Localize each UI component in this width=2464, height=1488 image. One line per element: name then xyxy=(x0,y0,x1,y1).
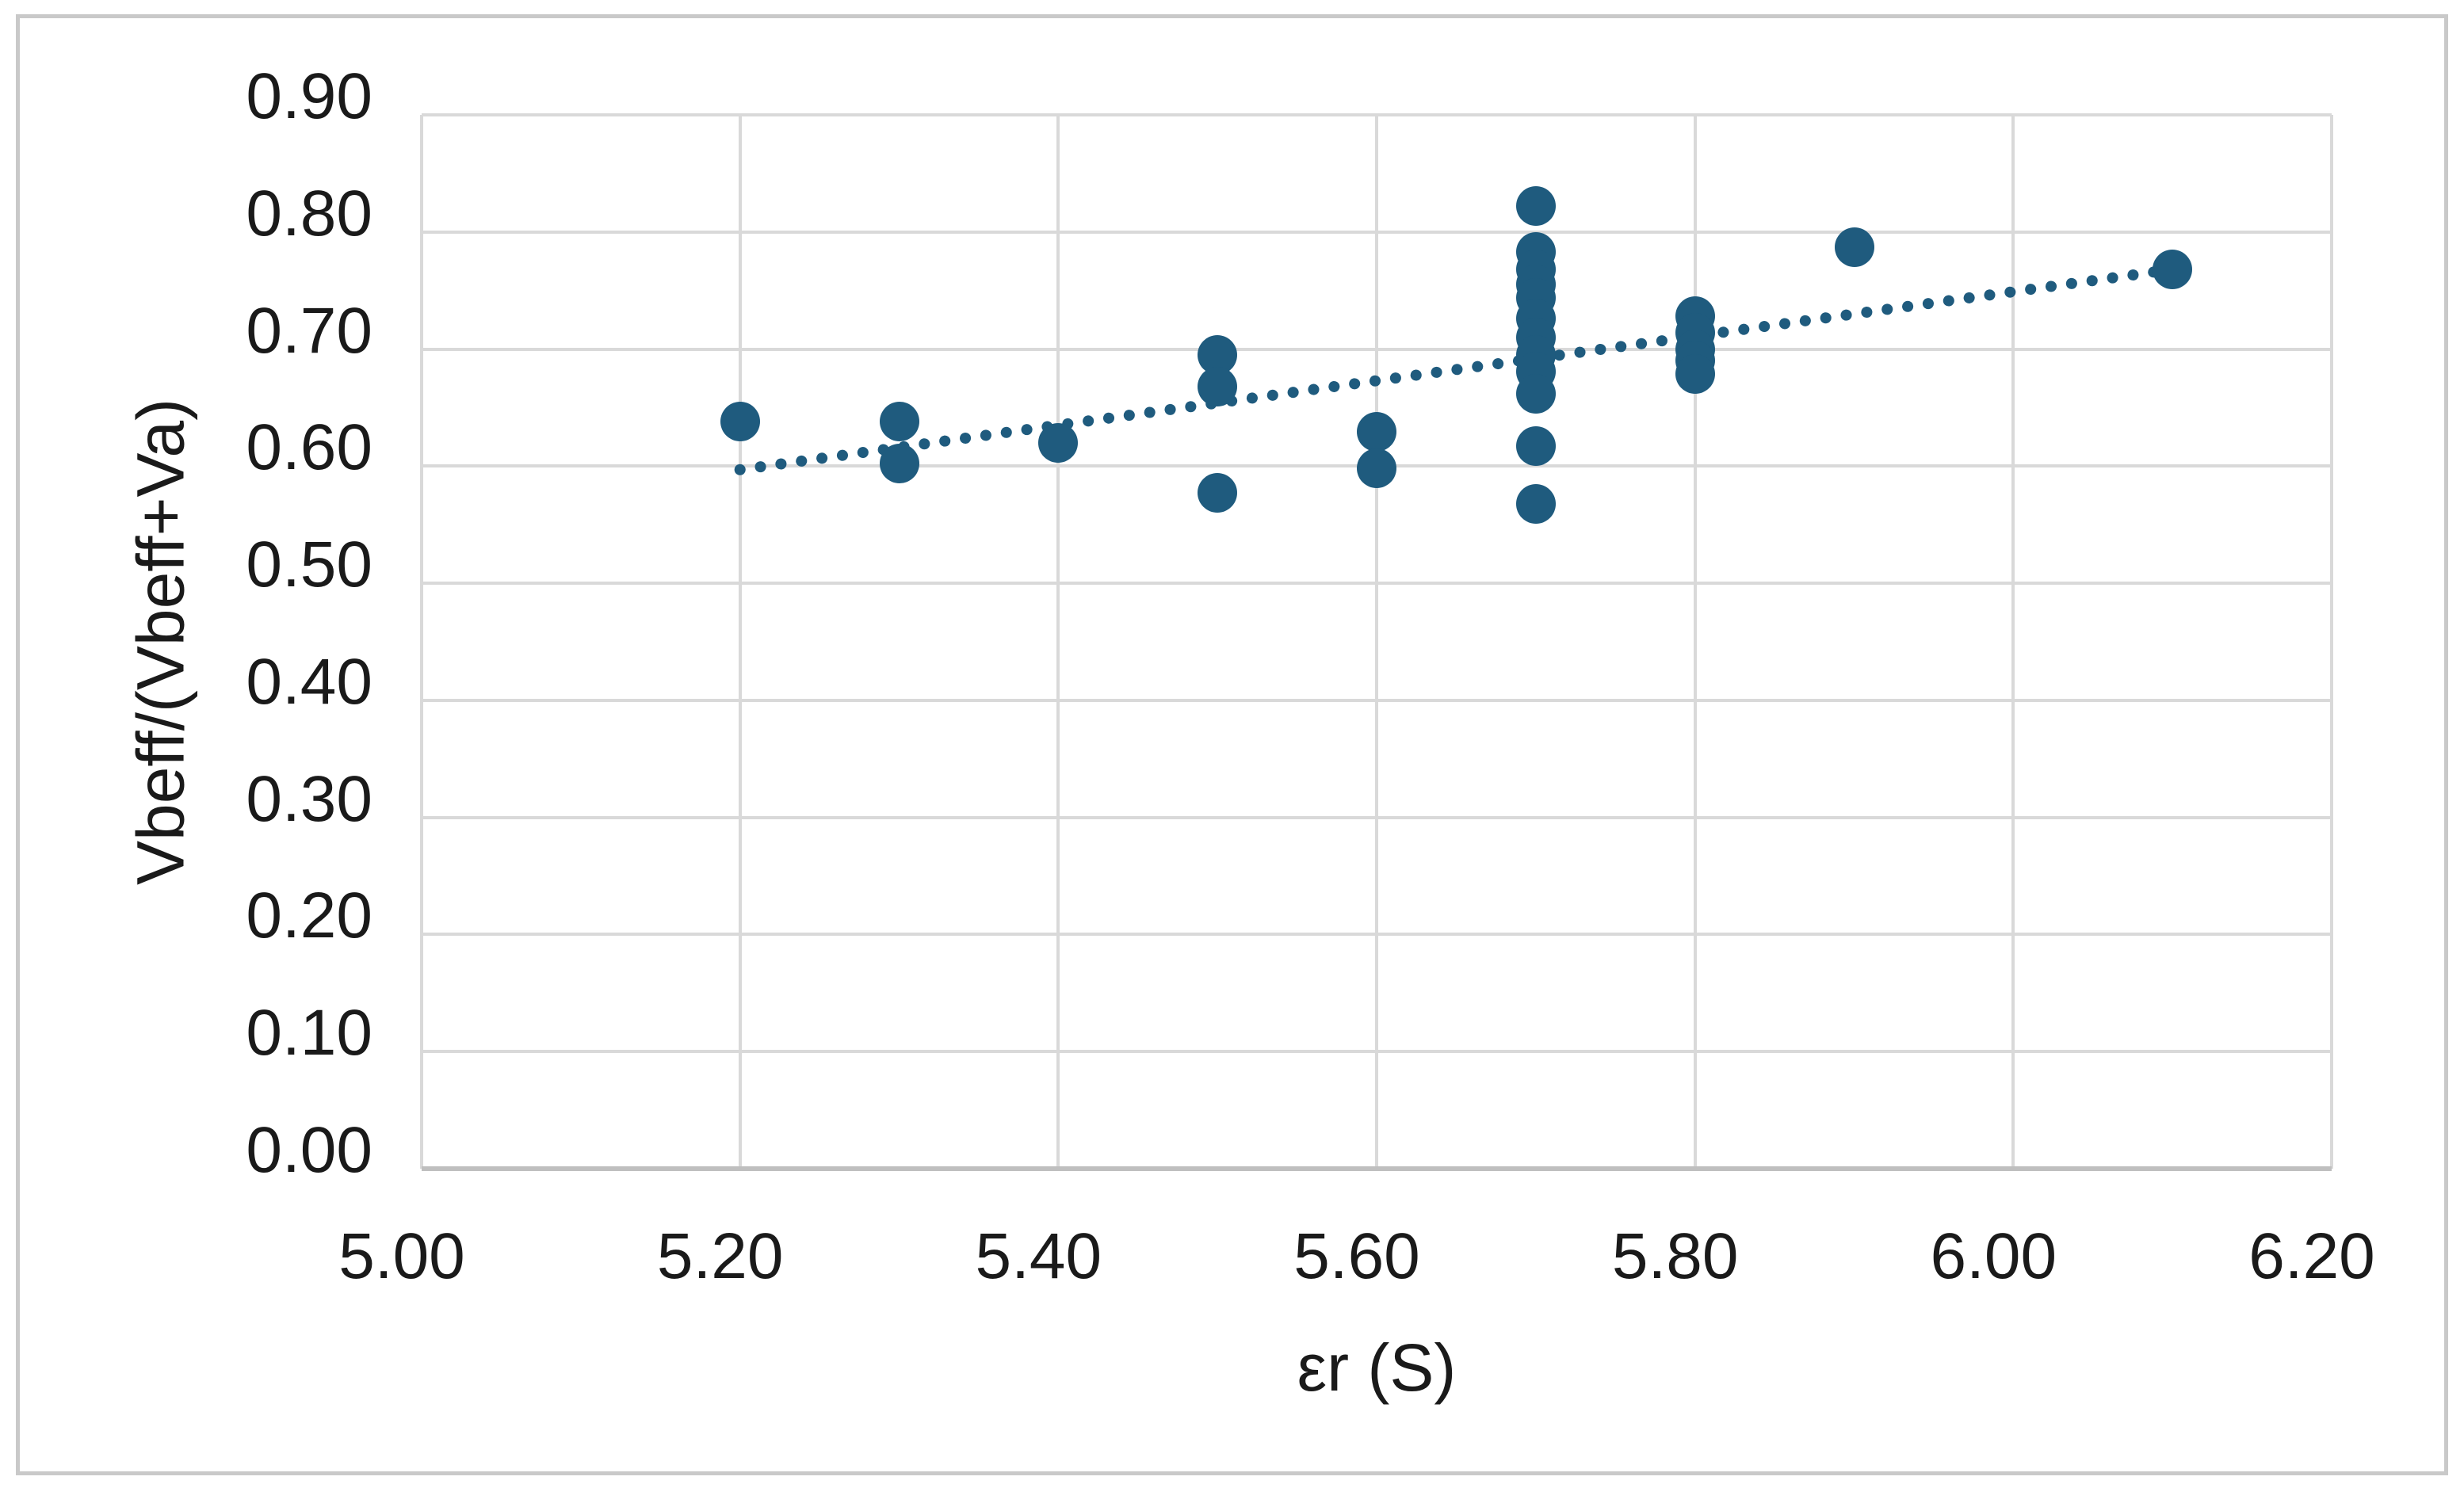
data-point xyxy=(1515,426,1556,467)
x-tick-label: 5.20 xyxy=(656,1220,784,1292)
y-tick-label: 0.60 xyxy=(246,411,372,484)
y-tick-label: 0.30 xyxy=(246,762,372,835)
plot-area xyxy=(420,113,2333,1171)
x-tick-label: 5.60 xyxy=(1293,1220,1420,1292)
y-tick-label: 0.40 xyxy=(246,645,372,718)
data-point xyxy=(1357,412,1396,452)
data-point xyxy=(879,402,919,442)
x-axis-title: εr (S) xyxy=(1297,1330,1457,1405)
data-point xyxy=(1515,373,1556,414)
x-axis-line xyxy=(422,1166,2332,1171)
v-gridline xyxy=(420,115,423,1169)
y-tick-label: 0.80 xyxy=(246,177,372,250)
data-point xyxy=(1357,448,1396,489)
data-point xyxy=(1834,227,1874,267)
y-tick-label: 0.10 xyxy=(246,997,372,1070)
y-tick-label: 0.20 xyxy=(246,879,372,952)
trendline xyxy=(734,264,2179,475)
x-tick-label: 5.80 xyxy=(1611,1220,1739,1292)
v-gridline xyxy=(2011,115,2015,1169)
data-point xyxy=(720,402,760,442)
x-tick-label: 5.40 xyxy=(975,1220,1102,1292)
v-gridline xyxy=(2330,115,2333,1169)
y-tick-label: 0.50 xyxy=(246,528,372,601)
data-point xyxy=(1198,366,1238,406)
y-tick-label: 0.90 xyxy=(246,60,372,132)
x-tick-label: 6.00 xyxy=(1930,1220,2057,1292)
data-point xyxy=(1515,186,1556,227)
y-tick-label: 0.70 xyxy=(246,294,372,367)
x-tick-label: 6.20 xyxy=(2248,1220,2375,1292)
v-gridline xyxy=(1375,115,1378,1169)
data-point xyxy=(1198,473,1238,513)
data-point xyxy=(2153,250,2193,290)
x-tick-label: 5.00 xyxy=(338,1220,465,1292)
v-gridline xyxy=(738,115,742,1169)
data-point xyxy=(1675,353,1715,394)
data-point xyxy=(1515,483,1556,524)
v-gridline xyxy=(1056,115,1060,1169)
data-point xyxy=(879,444,919,484)
y-tick-label: 0.00 xyxy=(246,1114,372,1186)
v-gridline xyxy=(1693,115,1697,1169)
chart-border-frame: Vbeff/(Vbeff+Va) εr (S) 0.00 0.10 0.20 0.30… xyxy=(16,14,2448,1475)
data-point xyxy=(1038,422,1079,463)
